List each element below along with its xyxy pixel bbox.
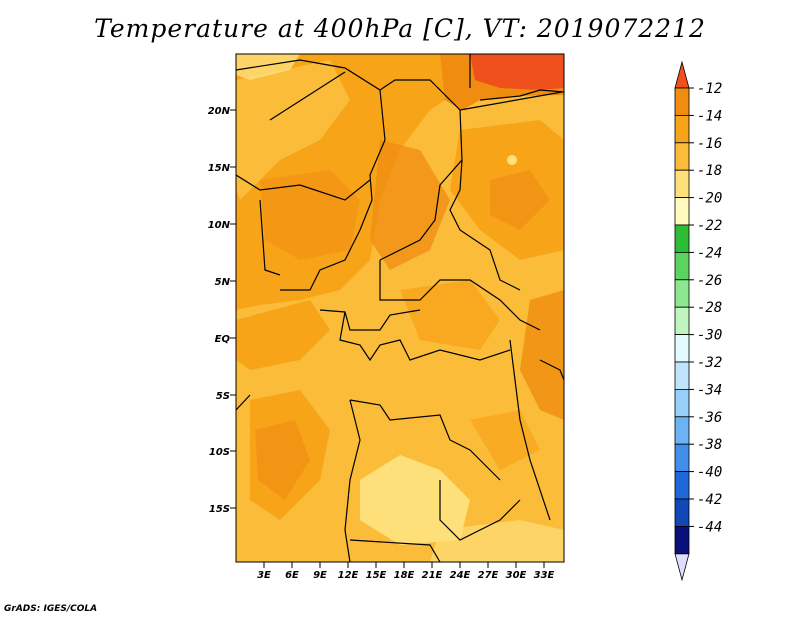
lon-label: 3E: [257, 570, 271, 581]
colorbar-top-arrow: [674, 60, 690, 89]
map-title: Temperature at 400hPa [C], VT: 201907221…: [94, 14, 706, 43]
colorbar-segment: [674, 279, 690, 308]
lon-label: 33E: [534, 570, 555, 581]
colorbar-segment: [674, 361, 690, 390]
lat-label: 15S: [209, 504, 230, 515]
colorbar-segment: [674, 87, 690, 116]
colorbar-segment: [674, 115, 690, 144]
lon-label: 15E: [366, 570, 387, 581]
lat-label: 10N: [208, 220, 231, 231]
colorbar-label: -24: [697, 245, 722, 261]
colorbar-segment: [674, 224, 690, 253]
colorbar-label: -20: [697, 191, 722, 207]
colorbar-segment: [674, 169, 690, 198]
colorbar-label: -28: [697, 300, 722, 316]
colorbar-segment: [674, 251, 690, 281]
lon-label: 6E: [285, 570, 299, 581]
colorbar-segment: [674, 526, 690, 555]
lon-label: 18E: [394, 570, 415, 581]
longitude-axis: 3E 6E 9E 12E 15E 18E 21E 24E 27E 30E 33E: [257, 562, 555, 581]
colorbar-label: -14: [697, 108, 722, 124]
lat-label: 5S: [216, 391, 230, 402]
lat-label: 10S: [209, 447, 230, 458]
lat-label: 5N: [215, 277, 231, 288]
colorbar-segment: [674, 443, 690, 473]
lat-label: EQ: [215, 334, 231, 345]
colorbar-segment: [674, 197, 690, 226]
colorbar-label: -42: [697, 492, 722, 508]
lon-label: 27E: [478, 570, 499, 581]
lon-label: 21E: [422, 570, 443, 581]
colorbar: -12 -14 -16 -18 -20 -22 -24 -26 -28 -30 -32 -34 -36 -…: [674, 60, 722, 582]
colorbar-label: -40: [697, 465, 722, 481]
colorbar-label: -30: [697, 328, 722, 344]
colorbar-label: -18: [697, 163, 722, 179]
colorbar-segment: [674, 334, 690, 363]
colorbar-label: -44: [697, 519, 722, 535]
colorbar-label: -34: [697, 382, 722, 398]
colorbar-label: -12: [697, 81, 722, 97]
grads-credit: GrADS: IGES/COLA: [4, 604, 98, 614]
colorbar-label: -38: [697, 437, 722, 453]
lon-label: 9E: [313, 570, 327, 581]
colorbar-label: -16: [697, 136, 722, 152]
colorbar-segment: [674, 416, 690, 445]
temperature-field: [236, 54, 564, 562]
colorbar-bottom-arrow: [674, 553, 690, 582]
colorbar-label: -26: [697, 273, 722, 289]
colorbar-segment: [674, 388, 690, 418]
lon-label: 24E: [450, 570, 471, 581]
colorbar-segment: [674, 142, 690, 171]
lat-label: 20N: [208, 106, 231, 117]
lat-label: 15N: [208, 163, 231, 174]
map-frame: [235, 53, 565, 563]
colorbar-label: -36: [697, 410, 722, 426]
colorbar-segment: [674, 306, 690, 336]
lon-label: 12E: [338, 570, 359, 581]
colorbar-label: -22: [697, 218, 722, 234]
colorbar-segment: [674, 498, 690, 527]
colorbar-label: -32: [697, 355, 722, 371]
latitude-axis: 20N 15N 10N 5N EQ 5S 10S 15S: [208, 106, 236, 515]
country-borders: [236, 54, 564, 562]
lon-label: 30E: [506, 570, 527, 581]
colorbar-segment: [674, 471, 690, 500]
